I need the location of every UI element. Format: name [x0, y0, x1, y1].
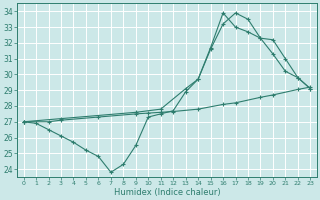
X-axis label: Humidex (Indice chaleur): Humidex (Indice chaleur) [114, 188, 220, 197]
